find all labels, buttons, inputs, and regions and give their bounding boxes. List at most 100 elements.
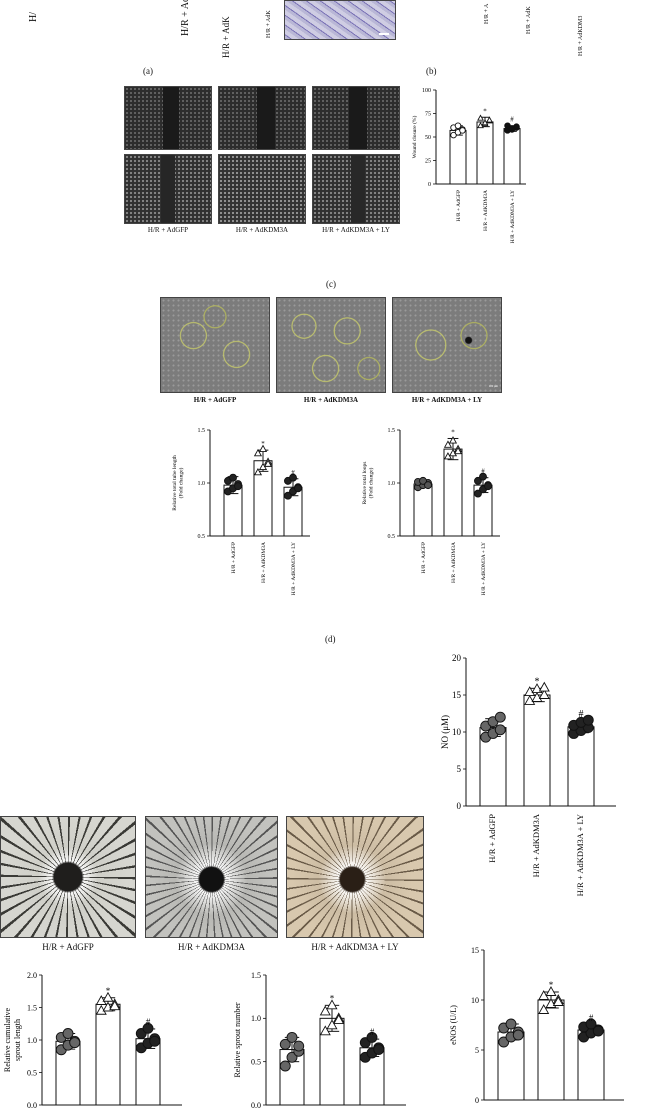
tube-length-chart: 0.5 1.0 1.5 Relative total tube length (Fold… (172, 428, 310, 595)
fragment-label-4: H/R + AdK (266, 10, 272, 38)
x-category-label: H/R + AdGFP (456, 190, 462, 222)
data-point (524, 694, 536, 705)
fragment-label-3: H/R + AdK (221, 16, 231, 58)
data-point (504, 122, 511, 129)
x-category-label: H/R + AdKDM3A (531, 813, 541, 877)
spheroid-caption-kdm: H/R + AdKDM3A (177, 942, 246, 952)
tube-scale-bar-label: 100 μm (488, 384, 498, 388)
data-point (373, 1044, 385, 1055)
y-tick-label: 15 (471, 946, 479, 955)
data-point (366, 1031, 378, 1043)
data-point (459, 127, 466, 134)
y-tick-label: 1.0 (251, 1014, 261, 1023)
data-point (289, 473, 297, 482)
significance-marker: * (261, 440, 265, 448)
significance-marker: * (106, 986, 111, 996)
wound-caption-gfp: H/R + AdGFP (147, 226, 189, 234)
data-point (585, 1018, 597, 1030)
data-point (494, 724, 506, 736)
y-tick-label: 0.5 (388, 534, 396, 540)
significance-marker: * (483, 107, 487, 115)
sprout-length-chart: 0.0 0.5 1.0 1.5 2.0 Relative cumulative sprout… (3, 971, 182, 1110)
data-point (229, 473, 237, 482)
data-point (453, 446, 463, 455)
panel-letter-b: (b) (426, 66, 437, 76)
data-point (333, 1014, 345, 1025)
data-point (326, 1019, 338, 1030)
significance-marker: # (481, 468, 485, 476)
y-tick-label: 75 (425, 112, 431, 118)
tube-caption-ly: H/R + AdKDM3A + LY (411, 396, 483, 404)
data-point (319, 1005, 331, 1016)
panel-letter-c: (c) (326, 279, 336, 289)
significance-marker: # (146, 1017, 151, 1027)
top-fragment-a: H/ H/R + AdKD H/R + AdK H/R + AdK (0, 0, 272, 60)
data-point (592, 1025, 604, 1037)
y-tick-label: 10 (471, 996, 479, 1005)
data-point (531, 692, 543, 702)
data-point (454, 122, 462, 129)
wound-image-kdm-24h (218, 154, 306, 224)
x-category-label: H/R + AdGFP (487, 814, 497, 863)
y-tick-label: 0.5 (27, 1068, 37, 1077)
y-axis-label: sprout length (13, 1019, 22, 1061)
fragment-label-5: H/R + A (484, 3, 490, 24)
y-tick-label: 0.0 (251, 1101, 261, 1110)
spheroid-caption-ly: H/R + AdKDM3A + LY (311, 942, 399, 952)
total-loops-chart: 0.5 1.0 1.5 Relative total loops (Fold chang… (362, 428, 500, 595)
significance-marker: * (330, 993, 335, 1003)
y-tick-label: 0 (475, 1096, 479, 1105)
data-point (448, 448, 458, 457)
data-point (474, 489, 482, 498)
data-point (479, 472, 487, 481)
y-tick-label: 100 (422, 88, 431, 94)
y-tick-label: 0.5 (251, 1057, 261, 1066)
significance-marker: * (549, 980, 554, 990)
y-axis-label: (Fold change) (368, 467, 375, 498)
data-point (424, 481, 432, 490)
y-tick-label: 5 (457, 764, 462, 774)
spheroid-image-ly (286, 816, 424, 938)
y-axis-label: Wound closure (%) (411, 116, 418, 159)
bar (476, 121, 494, 185)
data-point (443, 440, 453, 448)
y-tick-label: 50 (425, 135, 431, 141)
y-axis-label: Relative total tube length (172, 455, 178, 511)
significance-marker: * (451, 428, 455, 436)
data-point (450, 131, 457, 139)
data-point (484, 482, 492, 491)
data-point (253, 467, 263, 476)
y-tick-label: 1.5 (198, 428, 206, 434)
migration-image-fragment (284, 0, 396, 40)
top-fragment-b: H/R + A H/R + AdK H/R + AdKDM3 (470, 0, 660, 60)
bar (537, 999, 565, 1101)
tube-caption-kdm: H/R + AdKDM3A (303, 396, 359, 404)
data-point (293, 1040, 305, 1052)
sprout-number-chart: 0.0 0.5 1.0 1.5 Relative sprout number * # (233, 971, 406, 1110)
bar (95, 1003, 121, 1106)
data-point (448, 436, 458, 444)
data-point (538, 689, 550, 699)
wound-closure-chart: 0 25 50 75 100 Wound closure (%) H/R + AdGFP * H… (411, 88, 526, 243)
y-tick-label: 0 (457, 801, 462, 811)
data-point (552, 996, 564, 1006)
data-point (513, 123, 520, 130)
y-tick-label: 1.0 (388, 481, 396, 487)
y-axis-label: Relative cumulative (3, 1007, 12, 1072)
spheroid-caption-gfp: H/R + AdGFP (42, 942, 94, 952)
significance-marker: # (589, 1013, 594, 1023)
scale-bar (379, 33, 389, 35)
y-tick-label: 15 (452, 690, 462, 700)
bar (449, 129, 467, 185)
tube-caption-gfp: H/R + AdGFP (193, 396, 237, 404)
y-axis-label: (Fold change) (178, 467, 185, 498)
data-point (62, 1028, 74, 1039)
data-point (284, 491, 292, 500)
x-category-label: H/R + AdKDM3A + LY (510, 190, 516, 243)
bar (523, 694, 551, 807)
y-tick-label: 0 (428, 182, 431, 188)
wound-caption-ly: H/R + AdKDM3A + LY (322, 226, 390, 234)
data-point (142, 1022, 154, 1034)
y-tick-label: 1.0 (27, 1036, 37, 1045)
data-point (477, 114, 484, 121)
